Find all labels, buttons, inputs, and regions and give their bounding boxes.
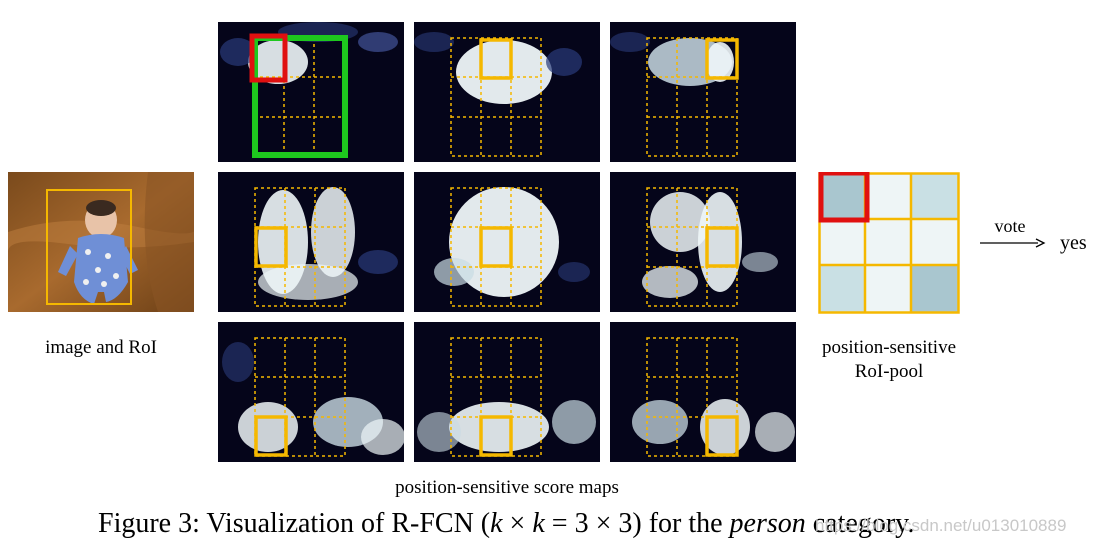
roi-pool-label-line2: RoI-pool xyxy=(854,361,924,382)
figure-caption: Figure 3: Visualization of R-FCN (k × k … xyxy=(98,508,914,540)
score-map-top-right xyxy=(610,22,796,162)
input-image-label: image and RoI xyxy=(45,337,157,358)
caption-math-k2: k xyxy=(532,508,545,539)
caption-category: person xyxy=(729,508,806,539)
vote-arrow-icon xyxy=(980,236,1046,254)
roi-pool-grid xyxy=(818,170,960,314)
caption-times: × xyxy=(502,508,533,539)
roi-pool-label-line1: position-sensitive xyxy=(821,337,957,358)
caption-math-k1: k xyxy=(490,508,503,539)
watermark: https://blog.csdn.net/u013010889 xyxy=(815,516,1067,535)
score-map-bottom-right xyxy=(610,322,796,462)
input-image xyxy=(8,172,197,312)
score-map-bottom-center xyxy=(414,322,600,462)
score-map-top-left xyxy=(218,22,404,162)
caption-prefix: Figure 3: Visualization of R-FCN ( xyxy=(98,508,491,539)
vote-label: vote xyxy=(994,216,1026,236)
score-map-middle-right xyxy=(610,172,796,312)
result-label: yes xyxy=(1060,232,1087,254)
score-map-top-center xyxy=(414,22,600,162)
score-map-middle-left xyxy=(218,172,404,312)
score-map-bottom-left xyxy=(218,322,404,462)
caption-equals: = 3 × 3) for the xyxy=(544,508,730,539)
score-map-center xyxy=(414,172,600,312)
caption-suffix: category. xyxy=(805,508,915,539)
score-maps-label: position-sensitive score maps xyxy=(395,477,619,498)
